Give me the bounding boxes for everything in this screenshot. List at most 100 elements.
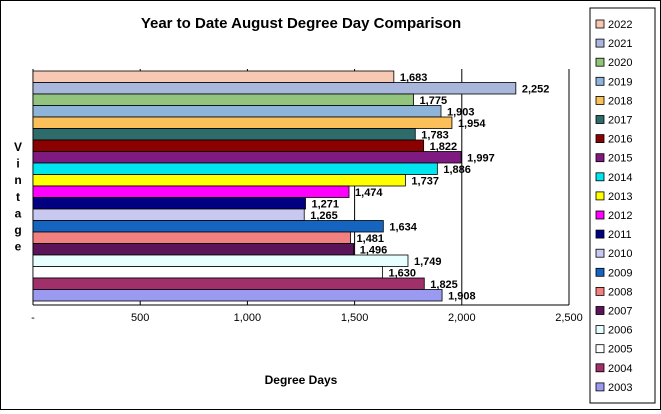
bar-2017 xyxy=(32,128,416,141)
legend-box xyxy=(589,7,656,404)
x-tick-label: 2,000 xyxy=(448,312,476,324)
x-axis-ticks: - 500 1,000 1,500 2,000 2,500 xyxy=(31,312,583,324)
legend-swatch-2016 xyxy=(595,134,605,144)
legend-swatch-2006 xyxy=(595,325,605,335)
legend-swatch-2017 xyxy=(595,115,605,124)
bar-2020 xyxy=(32,93,414,106)
legend-swatch-2021 xyxy=(595,38,605,48)
legend-swatch-2011 xyxy=(595,229,605,239)
legend-label-2012: 2012 xyxy=(608,210,632,222)
legend-label-2015: 2015 xyxy=(608,153,632,165)
data-label-2021: 2,252 xyxy=(522,83,550,95)
bar-2021 xyxy=(32,82,517,95)
legend-label-2020: 2020 xyxy=(608,57,632,69)
legend-swatch-2007 xyxy=(595,306,605,315)
legend-label-2021: 2021 xyxy=(608,38,632,50)
legend-label-2008: 2008 xyxy=(608,286,632,298)
legend-label-2010: 2010 xyxy=(608,248,632,260)
data-label-2009: 1,634 xyxy=(389,221,417,233)
legend-swatch-2019 xyxy=(595,76,605,86)
bar-2006 xyxy=(32,254,409,267)
data-label-2006: 1,749 xyxy=(414,256,442,268)
y-axis-label-letter: i xyxy=(16,157,19,171)
legend-label-2014: 2014 xyxy=(608,172,632,184)
legend-swatch-2015 xyxy=(595,153,605,163)
x-axis-label: Degree Days xyxy=(265,373,338,387)
data-label-2013: 1,737 xyxy=(411,175,439,187)
bar-2009 xyxy=(32,220,384,233)
legend-label-2018: 2018 xyxy=(608,95,632,107)
data-label-2011: 1,271 xyxy=(312,198,340,210)
bar-2016 xyxy=(32,139,425,152)
bar-2007 xyxy=(32,243,355,256)
legend-label-2006: 2006 xyxy=(608,325,632,337)
legend-swatch-2014 xyxy=(595,172,605,182)
legend-label-2022: 2022 xyxy=(608,19,632,31)
bar-2015 xyxy=(32,151,462,164)
legend-label-2003: 2003 xyxy=(608,382,632,394)
legend-label-2016: 2016 xyxy=(608,134,632,146)
legend-swatch-2009 xyxy=(595,267,605,277)
legend-label-2013: 2013 xyxy=(608,191,632,203)
x-tick-label: - xyxy=(31,312,35,324)
bar-2011 xyxy=(32,197,306,210)
bars-group xyxy=(32,70,517,302)
legend-swatch-2003 xyxy=(595,382,605,392)
legend-swatch-2020 xyxy=(595,57,605,67)
bar-2019 xyxy=(32,105,442,118)
bar-2012 xyxy=(32,185,350,198)
data-label-2005: 1,630 xyxy=(388,267,416,279)
data-label-2022: 1,683 xyxy=(400,72,428,84)
bar-2014 xyxy=(32,162,438,175)
x-tick-label: 2,500 xyxy=(555,312,583,324)
data-label-2014: 1,886 xyxy=(443,164,471,176)
bar-2005 xyxy=(32,266,383,279)
data-label-2008: 1,481 xyxy=(357,233,385,245)
chart-title: Year to Date August Degree Day Compariso… xyxy=(141,15,461,32)
legend-swatch-2022 xyxy=(595,19,605,29)
data-label-2007: 1,496 xyxy=(360,244,388,256)
data-label-2020: 1,775 xyxy=(420,95,448,107)
legend-label-2019: 2019 xyxy=(608,76,632,88)
data-label-2015: 1,997 xyxy=(467,152,495,164)
legend-swatch-2008 xyxy=(595,286,605,296)
data-label-2016: 1,822 xyxy=(430,141,458,153)
y-axis-label-letter: t xyxy=(16,190,20,204)
bar-2003 xyxy=(32,289,443,302)
bar-2022 xyxy=(32,70,395,83)
data-label-2017: 1,783 xyxy=(421,129,449,141)
y-axis-label-letter: g xyxy=(14,223,21,237)
y-axis-label-letter: a xyxy=(15,206,22,220)
legend-swatch-2010 xyxy=(595,248,605,258)
x-tick-label: 1,500 xyxy=(341,312,369,324)
bar-2010 xyxy=(32,208,305,221)
data-label-2019: 1,903 xyxy=(447,106,475,118)
bar-2013 xyxy=(32,174,406,187)
legend-swatch-2018 xyxy=(595,96,605,105)
data-label-2003: 1,908 xyxy=(448,290,476,302)
y-axis-label-letter: n xyxy=(14,173,21,187)
data-label-2018: 1,954 xyxy=(458,118,486,130)
x-tick-label: 1,000 xyxy=(234,312,262,324)
bar-2018 xyxy=(32,116,453,129)
legend-label-2007: 2007 xyxy=(608,306,632,318)
legend-swatch-2004 xyxy=(595,363,605,373)
legend-label-2005: 2005 xyxy=(608,344,632,356)
legend-label-2017: 2017 xyxy=(608,115,632,127)
data-label-2004: 1,825 xyxy=(430,279,458,291)
legend-label-2011: 2011 xyxy=(608,229,632,241)
legend-label-2004: 2004 xyxy=(608,363,632,375)
data-label-2012: 1,474 xyxy=(355,187,383,199)
legend-label-2009: 2009 xyxy=(608,267,632,279)
x-tick-label: 500 xyxy=(131,312,149,324)
data-label-2010: 1,265 xyxy=(310,210,338,222)
bar-2004 xyxy=(32,277,425,290)
y-axis-label-letter: e xyxy=(15,240,22,254)
legend-swatch-2012 xyxy=(595,210,605,220)
legend-swatch-2005 xyxy=(595,344,605,354)
bar-2008 xyxy=(32,231,351,244)
